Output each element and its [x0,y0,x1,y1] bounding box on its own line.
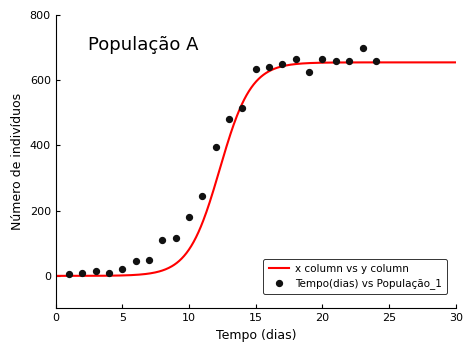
x column vs y column [246,90,251,95]
Tempo(dias) vs População_1 [199,193,206,199]
Tempo(dias) vs População_1 [332,58,339,64]
Y-axis label: Número de indivíduos: Número de indivíduos [11,93,24,231]
Line: x column vs y column: x column vs y column [55,62,456,276]
Tempo(dias) vs População_1 [346,58,353,64]
Tempo(dias) vs População_1 [279,61,286,67]
Tempo(dias) vs População_1 [359,45,366,50]
Tempo(dias) vs População_1 [79,270,86,275]
Tempo(dias) vs População_1 [92,268,100,274]
Tempo(dias) vs População_1 [159,237,166,243]
Tempo(dias) vs População_1 [212,144,219,150]
Tempo(dias) vs População_1 [305,69,313,75]
Tempo(dias) vs População_1 [252,66,260,72]
x column vs y column [53,274,58,278]
Tempo(dias) vs População_1 [292,56,300,62]
Tempo(dias) vs População_1 [65,271,73,277]
Tempo(dias) vs População_1 [185,214,193,220]
Tempo(dias) vs População_1 [265,65,273,70]
Tempo(dias) vs População_1 [319,56,326,62]
x column vs y column [243,95,248,99]
X-axis label: Tempo (dias): Tempo (dias) [216,329,296,342]
Tempo(dias) vs População_1 [145,257,153,262]
x column vs y column [291,62,297,66]
Tempo(dias) vs População_1 [105,270,113,275]
Tempo(dias) vs População_1 [132,258,139,264]
Text: População A: População A [88,36,198,54]
x column vs y column [269,67,275,72]
x column vs y column [453,60,459,65]
Tempo(dias) vs População_1 [225,116,233,122]
Tempo(dias) vs População_1 [372,58,380,64]
Tempo(dias) vs População_1 [172,235,180,241]
x column vs y column [381,60,386,65]
Legend: x column vs y column, Tempo(dias) vs População_1: x column vs y column, Tempo(dias) vs Pop… [264,259,447,294]
Tempo(dias) vs População_1 [118,267,126,272]
x column vs y column [443,60,449,65]
Tempo(dias) vs População_1 [238,105,246,111]
